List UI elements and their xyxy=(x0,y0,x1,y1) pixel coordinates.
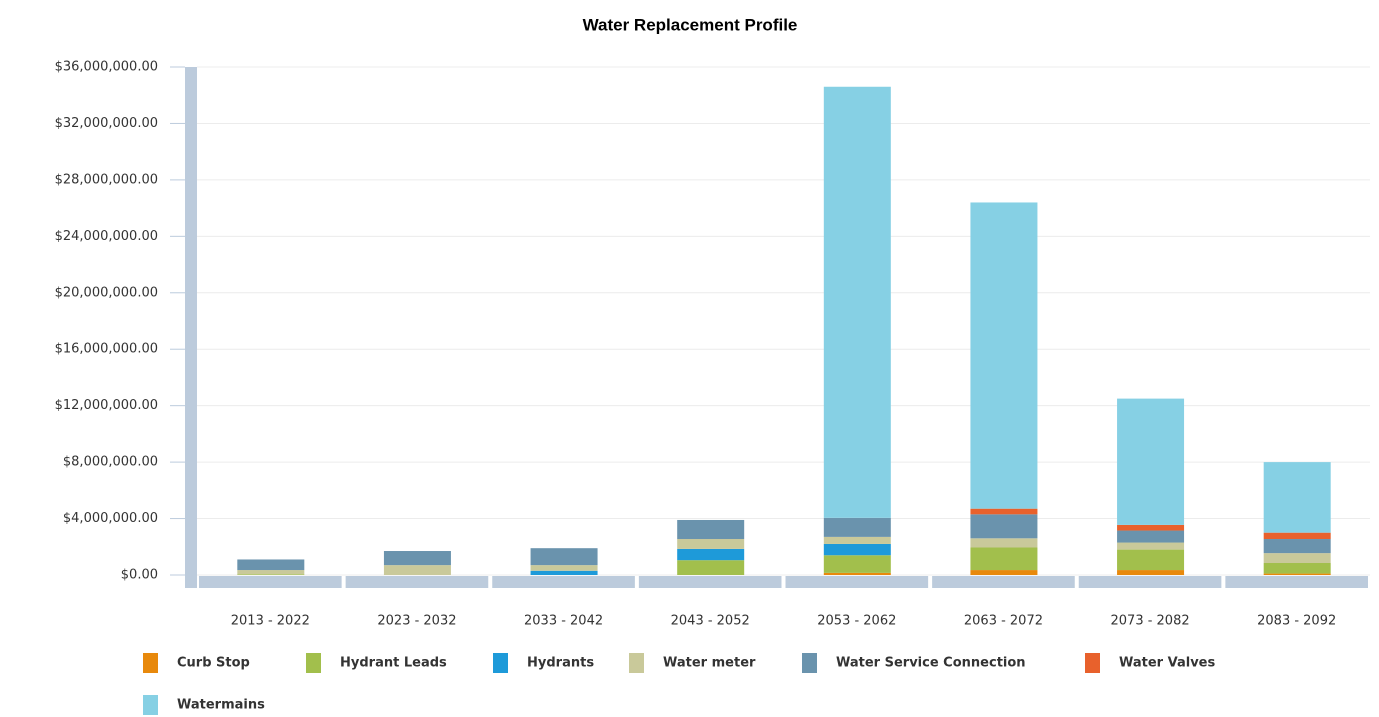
bar-segment xyxy=(1117,549,1185,571)
bar-segment xyxy=(823,517,891,537)
legend-swatch xyxy=(143,653,158,673)
legend-swatch xyxy=(802,653,817,673)
y-tick-label: $36,000,000.00 xyxy=(55,60,158,75)
bar-segment xyxy=(1263,563,1331,574)
bar-segment xyxy=(1263,553,1331,564)
legend-swatch xyxy=(1085,653,1100,673)
bar-segment xyxy=(1117,524,1185,531)
y-tick-label: $16,000,000.00 xyxy=(55,342,158,357)
legend-label: Water Valves xyxy=(1119,656,1215,671)
y-tick-label: $20,000,000.00 xyxy=(55,285,158,300)
legend-label: Watermains xyxy=(177,698,265,713)
y-tick-label: $28,000,000.00 xyxy=(55,172,158,187)
legend-label: Hydrants xyxy=(527,656,594,671)
legend-swatch xyxy=(629,653,644,673)
bar-segment xyxy=(823,555,891,573)
bar-segment xyxy=(677,519,745,540)
x-tick-label: 2013 - 2022 xyxy=(231,614,310,629)
bar-segment xyxy=(1263,532,1331,540)
bar-segment xyxy=(677,560,745,575)
bar-segment xyxy=(677,548,745,561)
bar-segment xyxy=(237,574,305,575)
bar-segment xyxy=(530,548,598,566)
x-axis-band xyxy=(492,576,635,588)
bar-segment xyxy=(970,202,1038,509)
bar-segment xyxy=(970,547,1038,571)
bar-segment xyxy=(237,559,305,571)
legend-label: Hydrant Leads xyxy=(340,656,447,671)
x-tick-label: 2053 - 2062 xyxy=(817,614,896,629)
bar-segment xyxy=(1263,573,1331,575)
legend-label: Curb Stop xyxy=(177,656,250,671)
bar-segment xyxy=(823,86,891,518)
bar-segment xyxy=(823,536,891,544)
bar-segment xyxy=(823,543,891,556)
legend-label: Water Service Connection xyxy=(836,656,1026,671)
bar-segment xyxy=(530,565,598,571)
x-tick-label: 2023 - 2032 xyxy=(377,614,456,629)
x-tick-label: 2043 - 2052 xyxy=(671,614,750,629)
x-tick-label: 2063 - 2072 xyxy=(964,614,1043,629)
y-tick-label: $12,000,000.00 xyxy=(55,398,158,413)
y-axis xyxy=(185,67,197,588)
bar-segment xyxy=(677,539,745,549)
chart-title: Water Replacement Profile xyxy=(583,15,798,34)
bar-segment xyxy=(970,514,1038,539)
y-tick-label: $8,000,000.00 xyxy=(63,455,158,470)
x-axis-band xyxy=(785,576,929,588)
x-axis-band xyxy=(1225,576,1368,588)
x-axis-band xyxy=(199,576,342,588)
x-axis-band xyxy=(638,576,782,588)
x-tick-label: 2033 - 2042 xyxy=(524,614,603,629)
bar-segment xyxy=(1263,462,1331,533)
y-tick-label: $0.00 xyxy=(121,568,158,583)
bar-segment xyxy=(530,570,598,575)
legend-swatch xyxy=(143,695,158,715)
y-tick-label: $4,000,000.00 xyxy=(63,511,158,526)
legend-swatch xyxy=(493,653,508,673)
x-tick-label: 2083 - 2092 xyxy=(1257,614,1336,629)
bar-segment xyxy=(383,551,451,566)
bar-segment xyxy=(970,508,1038,515)
bar-segment xyxy=(1117,570,1185,575)
x-tick-label: 2073 - 2082 xyxy=(1111,614,1190,629)
legend-swatch xyxy=(306,653,321,673)
bar-segment xyxy=(1263,539,1331,554)
bar-segment xyxy=(1117,542,1185,550)
bar-segment xyxy=(237,570,305,575)
y-tick-label: $24,000,000.00 xyxy=(55,229,158,244)
bar-segment xyxy=(823,572,891,575)
bar-segment xyxy=(383,565,451,575)
y-tick-label: $32,000,000.00 xyxy=(55,116,158,131)
bar-segment xyxy=(1117,530,1185,543)
x-axis-band xyxy=(1078,576,1222,588)
x-axis-band xyxy=(345,576,489,588)
bar-segment xyxy=(970,538,1038,548)
legend-label: Water meter xyxy=(663,656,756,671)
x-axis-band xyxy=(932,576,1075,588)
bar-segment xyxy=(970,570,1038,575)
bar-segment xyxy=(1117,398,1185,525)
